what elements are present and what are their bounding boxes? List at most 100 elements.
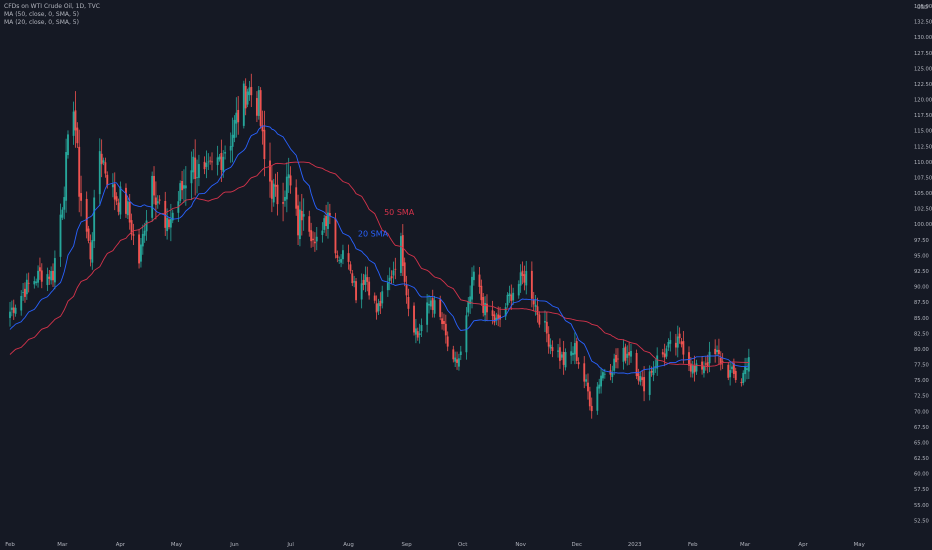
candle-body xyxy=(65,152,68,201)
candle-body xyxy=(428,303,430,306)
candle xyxy=(250,73,253,108)
candle xyxy=(704,356,707,371)
candle-body xyxy=(76,127,79,144)
candle xyxy=(111,173,114,198)
candle xyxy=(24,282,26,303)
candle-body xyxy=(703,366,705,374)
candle xyxy=(688,346,690,371)
symbol-title[interactable]: CFDs on WTI Crude Oil, 1D, TVC xyxy=(4,3,100,10)
candle xyxy=(388,267,391,291)
candle-body xyxy=(282,202,285,204)
candle xyxy=(113,172,116,211)
candle xyxy=(181,171,184,200)
candle xyxy=(209,156,212,165)
candle xyxy=(467,297,470,317)
candle-body xyxy=(207,161,210,163)
candle-body xyxy=(53,258,56,283)
candle-body xyxy=(179,183,182,201)
candle xyxy=(626,345,629,366)
price-tick-label: 55.00 xyxy=(914,503,929,509)
candle xyxy=(297,194,299,246)
candle-body xyxy=(596,386,599,411)
candle xyxy=(585,374,588,387)
candle xyxy=(648,365,651,401)
candle xyxy=(338,256,341,264)
candle xyxy=(342,244,344,265)
price-tick-label: 75.00 xyxy=(914,378,929,384)
candle-body xyxy=(321,230,324,235)
candle xyxy=(420,318,423,338)
price-tick-label: 125.00 xyxy=(914,66,932,72)
time-tick-label: Feb xyxy=(5,542,15,548)
candle-body xyxy=(366,277,369,282)
candle xyxy=(244,78,247,116)
candle xyxy=(377,298,380,316)
price-axis: USD 52.50 55.00 57.50 60.00 62.50 65.00 67.50 70… xyxy=(914,4,932,524)
ma20-legend[interactable]: MA (20, close, 0, SMA, 5) xyxy=(4,19,79,26)
candle-body xyxy=(392,270,395,276)
candle-body xyxy=(403,262,406,282)
candle xyxy=(413,302,415,336)
price-tick-label: 62.50 xyxy=(914,456,929,462)
candle xyxy=(747,348,750,380)
candle-body xyxy=(353,281,356,283)
candle-body xyxy=(257,90,260,116)
candle xyxy=(381,285,384,309)
candle-body xyxy=(46,274,49,286)
candle xyxy=(504,303,507,320)
candle-body xyxy=(742,372,745,383)
candle-body xyxy=(746,368,748,371)
candle-body xyxy=(351,273,354,284)
candle xyxy=(125,183,127,218)
candle-body xyxy=(117,202,120,212)
candle xyxy=(100,139,103,178)
candle xyxy=(703,361,705,378)
ma-annotation-label: 50 SMA xyxy=(384,208,415,217)
ma50-legend[interactable]: MA (50, close, 0, SMA, 5) xyxy=(4,11,79,18)
candle xyxy=(444,314,447,344)
candle-body xyxy=(717,349,720,355)
candle-body xyxy=(695,363,698,372)
candle-body xyxy=(231,134,234,147)
candle xyxy=(680,338,683,348)
price-axis-unit: USD xyxy=(917,5,928,11)
candle-body xyxy=(379,300,382,307)
candle-body xyxy=(661,352,664,355)
candle xyxy=(390,270,393,284)
candle xyxy=(661,348,664,358)
candle xyxy=(360,273,363,309)
candle xyxy=(347,244,350,270)
candle-body xyxy=(538,314,541,325)
candle xyxy=(547,326,550,354)
candle xyxy=(418,323,421,344)
candle-body xyxy=(315,236,318,242)
time-tick-label: Oct xyxy=(458,542,467,548)
candle-body xyxy=(439,299,442,317)
candle-body xyxy=(338,260,341,262)
candle xyxy=(433,295,436,318)
candle-body xyxy=(375,303,378,313)
candle-body xyxy=(600,375,603,387)
candle-body xyxy=(342,250,344,260)
candle-body xyxy=(184,185,187,189)
candle xyxy=(196,159,198,194)
candle xyxy=(287,157,290,193)
candle xyxy=(310,222,313,248)
candle-body xyxy=(499,315,502,320)
candle-body xyxy=(560,354,563,358)
candle xyxy=(362,273,365,291)
candle xyxy=(469,285,472,314)
candle xyxy=(139,237,142,268)
candle xyxy=(164,191,167,237)
price-tick-label: 132.50 xyxy=(914,20,932,26)
candle-body xyxy=(643,377,646,392)
candle xyxy=(484,296,487,322)
time-tick-label: Sep xyxy=(401,542,412,548)
price-tick-label: 97.50 xyxy=(914,238,929,244)
candle-body xyxy=(209,160,212,162)
candle xyxy=(624,343,627,364)
candle xyxy=(80,175,83,217)
candle xyxy=(59,203,62,267)
price-tick-label: 102.50 xyxy=(914,207,932,213)
